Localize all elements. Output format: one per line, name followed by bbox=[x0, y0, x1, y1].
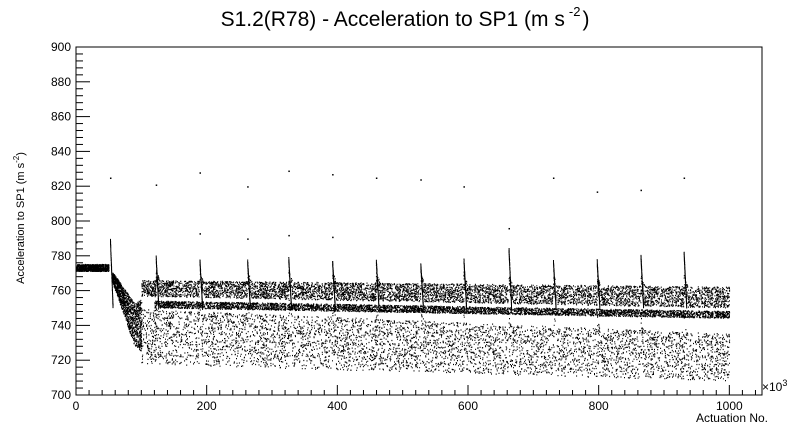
outlier-point bbox=[332, 174, 334, 176]
x-axis-label: Actuation No. bbox=[696, 411, 768, 425]
chart-title-suffix: ) bbox=[582, 8, 590, 31]
data-layer bbox=[76, 170, 731, 382]
y-axis-label-exponent: -2 bbox=[12, 155, 21, 163]
outlier-point bbox=[199, 172, 201, 174]
outlier-point bbox=[463, 186, 465, 188]
spike-points bbox=[375, 259, 380, 311]
spike-points bbox=[683, 251, 688, 309]
y-tick-label: 780 bbox=[51, 249, 71, 263]
scatter-points bbox=[76, 263, 731, 382]
spike-points bbox=[553, 259, 557, 311]
x-tick-label: 0 bbox=[73, 399, 80, 413]
x-tick-label: 400 bbox=[327, 399, 347, 413]
x-tick-label: 1000 bbox=[716, 399, 743, 413]
spike-points bbox=[288, 257, 292, 310]
outlier-point bbox=[109, 177, 112, 179]
x-multiplier-base: ×10 bbox=[762, 380, 783, 394]
outlier-point bbox=[552, 177, 555, 179]
outlier-point bbox=[199, 233, 201, 235]
outlier-point bbox=[247, 186, 249, 188]
y-tick-label: 720 bbox=[51, 353, 71, 367]
chart-title-text: S1.2(R78) - Acceleration to SP1 (m s bbox=[220, 8, 565, 31]
outlier-point bbox=[375, 177, 378, 179]
outlier-point bbox=[683, 177, 686, 179]
axis-layer: 0 200 400 600 800 1000 700 720 740 760 780 800 820 84… bbox=[51, 40, 763, 413]
chart-title-exponent: -2 bbox=[568, 4, 581, 19]
x-tick-label: 800 bbox=[589, 399, 609, 413]
outlier-point bbox=[76, 241, 78, 244]
y-tick-label: 760 bbox=[51, 284, 71, 298]
y-tick-label: 740 bbox=[51, 318, 71, 332]
spike-points bbox=[332, 260, 336, 309]
outlier-point bbox=[420, 179, 422, 181]
spike-points bbox=[155, 255, 160, 309]
y-tick-label: 820 bbox=[51, 179, 71, 193]
outlier-point bbox=[508, 227, 511, 230]
x-multiplier-exponent: 3 bbox=[782, 378, 787, 388]
y-axis-label-text: Acceleration to SP1 (m s bbox=[15, 162, 27, 284]
y-tick-label: 900 bbox=[51, 40, 71, 54]
y-axis-label: Acceleration to SP1 (m s-2) bbox=[12, 152, 27, 284]
spike-points bbox=[199, 259, 204, 310]
outlier-point bbox=[332, 236, 334, 239]
spike-points bbox=[508, 248, 513, 311]
y-tick-label: 860 bbox=[51, 110, 71, 124]
y-tick-label: 880 bbox=[51, 75, 71, 89]
spike-points bbox=[420, 263, 424, 310]
x-tick-label: 200 bbox=[197, 399, 217, 413]
spike-points bbox=[463, 258, 467, 310]
outlier-point bbox=[288, 170, 290, 173]
y-tick-label: 800 bbox=[51, 214, 71, 228]
spike-points bbox=[247, 259, 251, 310]
y-axis-label-suffix: ) bbox=[15, 152, 27, 156]
chart-title: S1.2(R78) - Acceleration to SP1 (m s -2) bbox=[0, 4, 810, 32]
outlier-point bbox=[247, 238, 249, 240]
y-tick-label: 840 bbox=[51, 144, 71, 158]
y-tick-label: 700 bbox=[51, 388, 71, 402]
x-tick-label: 600 bbox=[458, 399, 478, 413]
spike-points bbox=[110, 238, 114, 309]
outlier-point bbox=[288, 234, 290, 237]
spike-points bbox=[596, 259, 601, 310]
outlier-point bbox=[596, 191, 599, 193]
outlier-point bbox=[155, 184, 158, 186]
outlier-point bbox=[640, 189, 642, 192]
x-multiplier-label: ×103 bbox=[762, 378, 787, 394]
spike-points bbox=[640, 254, 645, 309]
plot-frame bbox=[75, 46, 763, 396]
